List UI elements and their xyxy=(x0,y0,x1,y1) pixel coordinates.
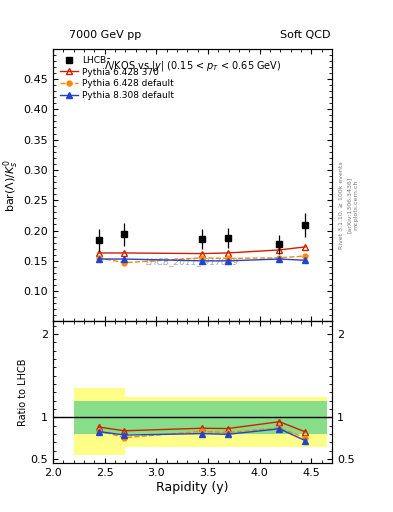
Text: Soft QCD: Soft QCD xyxy=(280,30,330,40)
Text: mcplots.cern.ch: mcplots.cern.ch xyxy=(354,180,359,230)
Y-axis label: Ratio to LHCB: Ratio to LHCB xyxy=(18,359,28,426)
Text: Rivet 3.1.10, ≥ 100k events: Rivet 3.1.10, ≥ 100k events xyxy=(339,161,344,249)
X-axis label: Rapidity (y): Rapidity (y) xyxy=(156,481,229,494)
Text: LHCB_2011_I917009: LHCB_2011_I917009 xyxy=(146,257,239,266)
Text: $\bar{\Lambda}$/KOS vs $|y|$ (0.15 < $p_T$ < 0.65 GeV): $\bar{\Lambda}$/KOS vs $|y|$ (0.15 < $p_… xyxy=(104,58,281,74)
Y-axis label: $\mathrm{bar}(\Lambda)/K^0_s$: $\mathrm{bar}(\Lambda)/K^0_s$ xyxy=(1,159,21,211)
Text: 7000 GeV pp: 7000 GeV pp xyxy=(69,30,141,40)
Legend: LHCB, Pythia 6.428 370, Pythia 6.428 default, Pythia 8.308 default: LHCB, Pythia 6.428 370, Pythia 6.428 def… xyxy=(57,53,176,103)
Text: [arXiv:1306.3436]: [arXiv:1306.3436] xyxy=(347,177,352,233)
